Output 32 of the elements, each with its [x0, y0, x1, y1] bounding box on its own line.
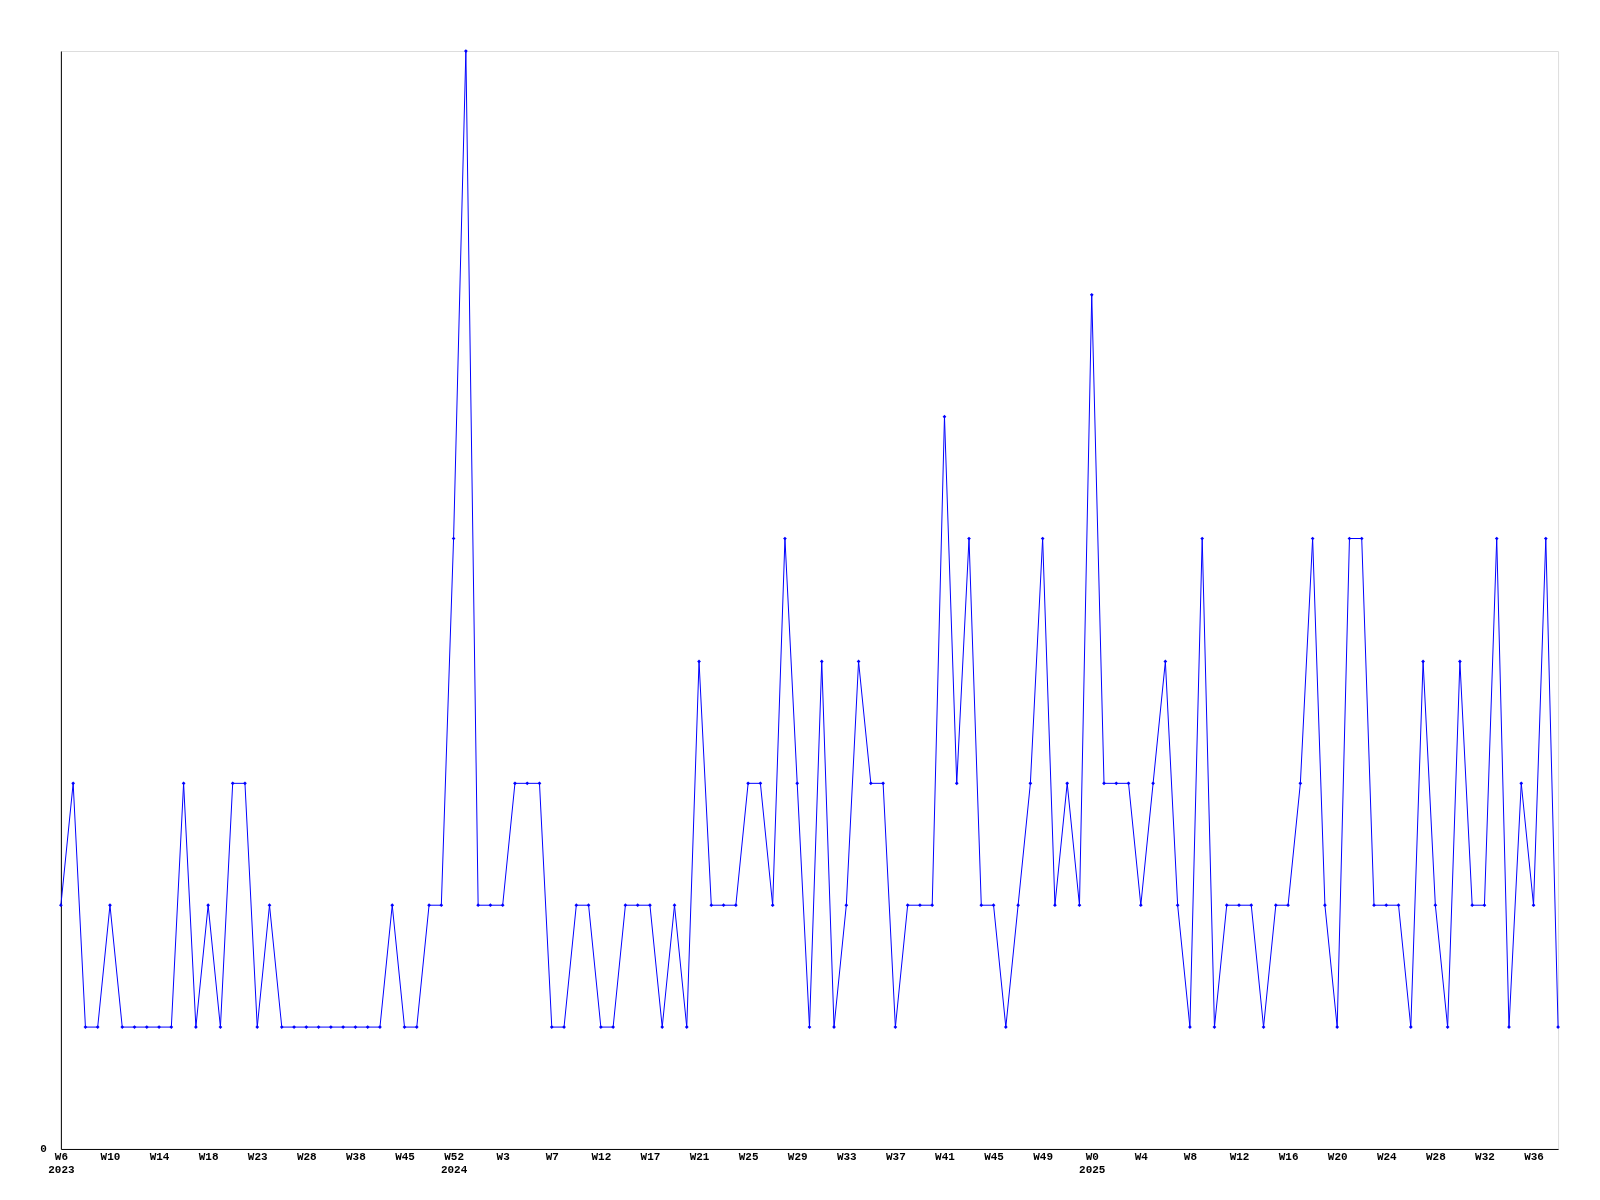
- x-tick-label: W23: [247, 1151, 269, 1164]
- x-tick-label: W49: [1033, 1151, 1054, 1164]
- x-tick-label: W7: [545, 1151, 559, 1164]
- x-tick-label: W21: [689, 1151, 710, 1164]
- x-tick-label: W36: [1524, 1151, 1544, 1164]
- x-tick-label: W4: [1134, 1151, 1149, 1164]
- x-tick-label: W25: [738, 1151, 759, 1164]
- x-tick-label: W0 2025: [1079, 1151, 1106, 1177]
- x-tick-label: W10: [100, 1151, 121, 1164]
- x-tick-label: W24: [1376, 1151, 1398, 1164]
- x-tick-label: W37: [886, 1151, 906, 1164]
- x-tick-label: W28: [296, 1151, 317, 1164]
- x-tick-label: W52 2024: [440, 1151, 468, 1177]
- x-tick-label: W45: [984, 1151, 1005, 1164]
- x-tick-label: W28: [1425, 1151, 1446, 1164]
- x-tick-label: W16: [1278, 1151, 1299, 1164]
- x-tick-label: W12: [591, 1151, 612, 1164]
- x-tick-label: W17: [640, 1151, 661, 1164]
- x-tick-label: W6 2023: [48, 1151, 75, 1177]
- x-tick-label: W18: [198, 1151, 219, 1164]
- x-tick-label: W8: [1183, 1151, 1197, 1164]
- x-tick-label: W14: [149, 1151, 170, 1164]
- x-tick-label: W45: [395, 1151, 416, 1164]
- x-tick-label: W12: [1229, 1151, 1250, 1164]
- x-tick-label: W33: [836, 1151, 858, 1164]
- x-tick-label: W20: [1327, 1151, 1348, 1164]
- x-tick-label: W41: [935, 1151, 956, 1164]
- x-tick-label: W29: [787, 1151, 808, 1164]
- text: 0: [40, 1142, 47, 1155]
- x-tick-label: W32: [1475, 1151, 1495, 1164]
- x-tick-label: W38: [346, 1151, 366, 1164]
- x-tick-label: W3: [496, 1151, 511, 1164]
